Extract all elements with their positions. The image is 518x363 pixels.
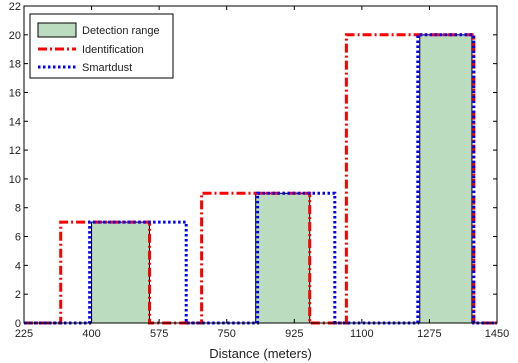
- x-tick-label: 1450: [485, 328, 509, 340]
- legend-label-detection-range: Detection range: [82, 25, 160, 37]
- y-tick-label: 2: [15, 289, 21, 301]
- x-tick-label: 750: [218, 328, 236, 340]
- y-tick-label: 22: [9, 1, 21, 13]
- x-tick-label: 225: [15, 328, 33, 340]
- legend-swatch-detection-range: [37, 22, 77, 38]
- axis-ticks: 225 400 575 750 925 1100 1275 1450 0 2 4 6 8 10 12 14 16…: [9, 1, 509, 340]
- plot-area-frame: [23, 5, 498, 324]
- x-tick-label: 1100: [350, 328, 374, 340]
- y-tick-label: 14: [9, 116, 21, 128]
- legend-label-smartdust: Smartdust: [82, 62, 132, 74]
- x-axis-label: Distance (meters): [209, 346, 312, 361]
- y-tick-label: 8: [15, 203, 21, 215]
- legend-label-identification: Identification: [82, 44, 144, 56]
- y-tick-label: 16: [9, 87, 21, 99]
- detection-range-bar-1: [255, 192, 311, 324]
- y-tick-label: 20: [9, 30, 21, 42]
- series-lines: [24, 33, 497, 325]
- legend: Detection range Identification Smartdust: [29, 13, 174, 79]
- identification-line: [24, 33, 497, 325]
- x-tick-label: 400: [82, 328, 100, 340]
- y-tick-label: 0: [15, 318, 21, 330]
- y-tick-label: 12: [9, 145, 21, 157]
- y-tick-label: 18: [9, 59, 21, 71]
- x-tick-label: 925: [285, 328, 303, 340]
- detection-range-bar-0: [91, 221, 150, 324]
- x-tick-label: 575: [150, 328, 168, 340]
- y-tick-label: 6: [15, 232, 21, 244]
- detection-range-bar-2: [419, 34, 473, 324]
- y-tick-label: 4: [15, 260, 21, 272]
- x-tick-label: 1275: [417, 328, 441, 340]
- y-tick-label: 10: [9, 174, 21, 186]
